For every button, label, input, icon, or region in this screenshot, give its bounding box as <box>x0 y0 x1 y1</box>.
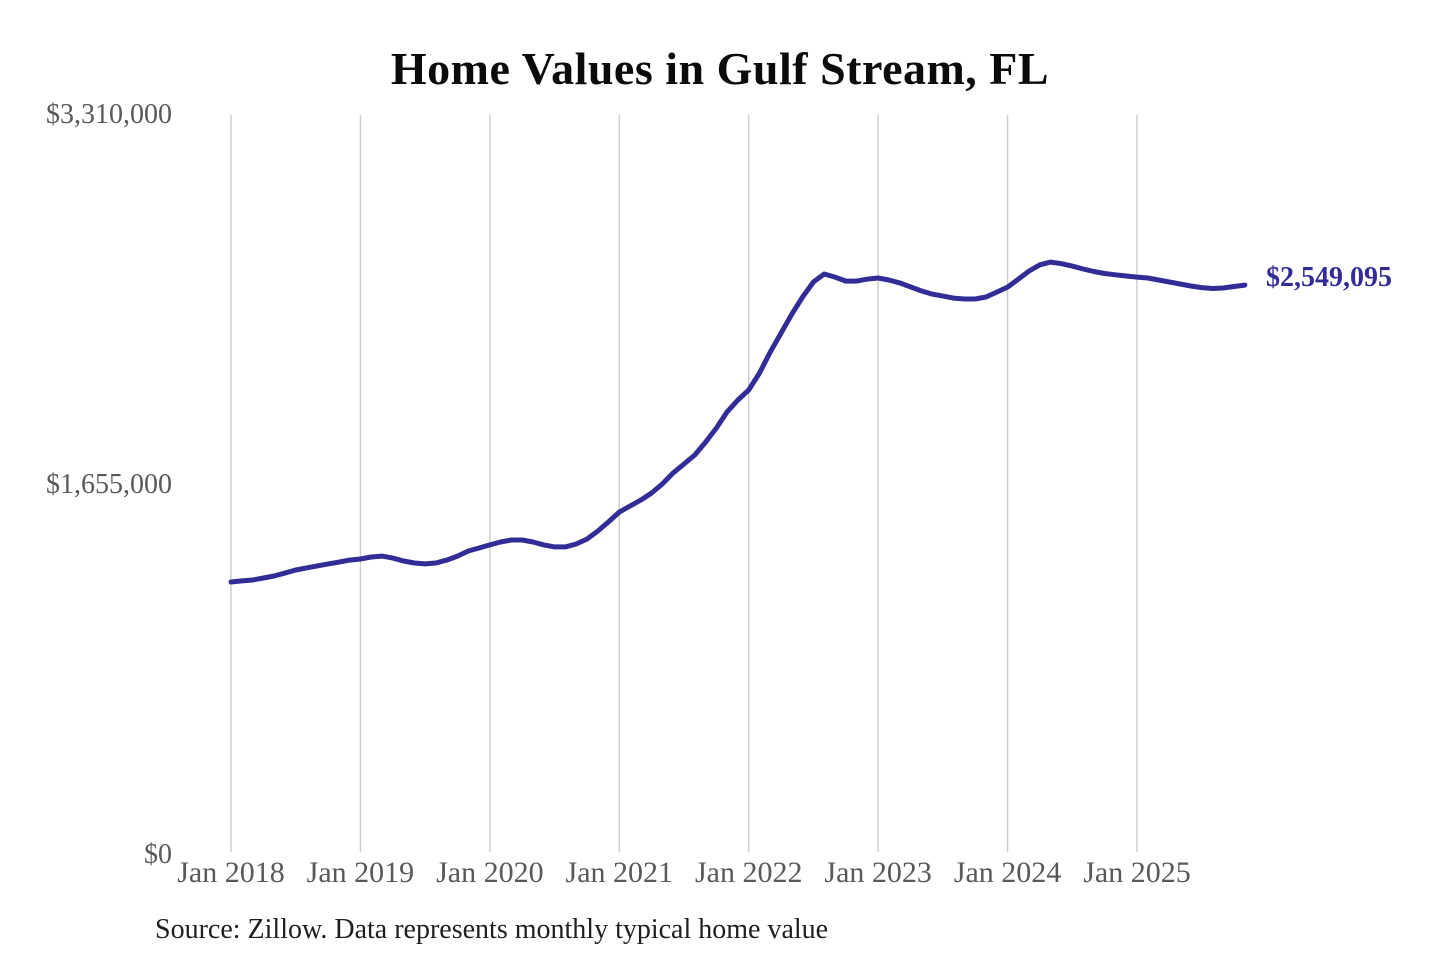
x-axis-tick-label: Jan 2019 <box>306 856 415 889</box>
home-value-line <box>228 259 1248 585</box>
y-axis-tick-label-zero: $0 <box>144 839 172 870</box>
current-value-label: $2,549,095 <box>1266 262 1392 293</box>
y-axis-tick-label-mid: $1,655,000 <box>46 469 172 500</box>
x-axis-tick-label: Jan 2018 <box>177 856 285 889</box>
x-axis-tick-label: Jan 2022 <box>694 856 803 889</box>
source-note: Source: Zillow. Data represents monthly … <box>155 914 829 945</box>
x-axis-tick-label: Jan 2024 <box>953 856 1062 889</box>
y-axis-tick-label-max: $3,310,000 <box>46 99 172 130</box>
chart-title: Home Values in Gulf Stream, FL <box>390 43 1050 94</box>
x-axis-tick-label: Jan 2023 <box>824 856 932 889</box>
x-axis-tick-label: Jan 2020 <box>436 856 544 889</box>
x-axis-tick-label: Jan 2021 <box>565 856 674 889</box>
x-axis-tick-label: Jan 2025 <box>1083 856 1191 889</box>
